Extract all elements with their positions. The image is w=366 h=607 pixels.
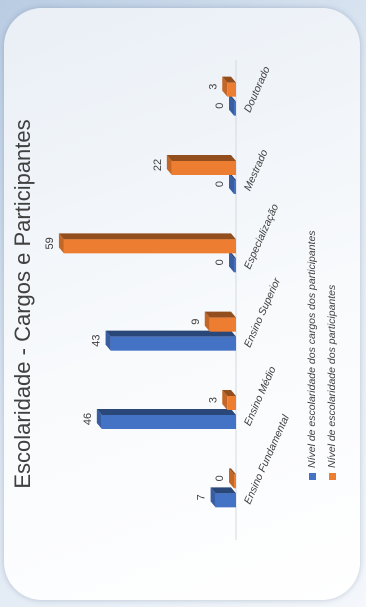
category-label: Ensino Médio — [242, 365, 279, 428]
data-label: 0 — [214, 259, 226, 265]
bar — [234, 258, 236, 273]
bar-top — [210, 487, 216, 508]
data-label: 3 — [207, 397, 219, 403]
bar-top — [204, 311, 210, 332]
bar-side — [58, 233, 236, 240]
bar-top — [166, 155, 172, 175]
data-label: 22 — [152, 159, 164, 171]
data-label: 0 — [214, 475, 226, 481]
bar — [234, 101, 236, 116]
bar-top — [222, 76, 228, 97]
bar — [101, 415, 237, 429]
legend-label-cargos: Nível de escolaridade dos cargos dos par… — [306, 230, 318, 468]
legend-swatch-blue — [308, 473, 316, 480]
data-label: 43 — [91, 335, 103, 347]
bar-side — [166, 155, 236, 161]
bar-top — [229, 252, 234, 273]
category-label: Doutorado — [242, 65, 273, 115]
bar-side — [229, 174, 236, 180]
bar-side — [204, 311, 236, 318]
data-label: 59 — [44, 237, 56, 249]
bar-top — [229, 174, 234, 194]
bar-top — [222, 390, 228, 410]
bar-top — [96, 409, 102, 429]
bar — [234, 474, 236, 489]
bar — [171, 161, 236, 175]
bar-side — [229, 252, 236, 259]
bar — [215, 493, 236, 508]
category-label: Ensino Superior — [242, 276, 284, 350]
bar-top — [105, 330, 111, 351]
bar — [63, 239, 236, 254]
bar-side — [222, 76, 236, 83]
data-label: 46 — [82, 413, 94, 425]
category-label: Mestrado — [242, 148, 271, 193]
bar-side — [96, 409, 236, 415]
bar-top — [229, 95, 234, 116]
data-label: 3 — [207, 84, 219, 90]
bar — [209, 317, 236, 332]
bar — [234, 180, 236, 194]
bar — [227, 396, 236, 410]
data-label: 0 — [214, 103, 226, 109]
category-label: Especialização — [242, 202, 282, 271]
bar-side — [222, 390, 236, 396]
legend-item-participantes: Nível de escolaridade dos participantes — [322, 230, 342, 480]
data-label: 9 — [190, 319, 202, 325]
bar-top — [229, 468, 234, 489]
data-label: 0 — [214, 181, 226, 187]
bar — [110, 336, 236, 351]
bar — [227, 82, 236, 97]
legend-item-cargos: Nível de escolaridade dos cargos dos par… — [302, 230, 322, 480]
legend-label-participantes: Nível de escolaridade dos participantes — [326, 284, 338, 468]
bar-side — [229, 95, 236, 102]
legend: Nível de escolaridade dos cargos dos par… — [302, 230, 342, 480]
bar-top — [58, 233, 64, 254]
bar-side — [210, 487, 236, 494]
bar-side — [105, 330, 236, 337]
legend-swatch-orange — [328, 473, 336, 480]
bar-side — [229, 468, 236, 475]
data-label: 7 — [196, 494, 208, 500]
